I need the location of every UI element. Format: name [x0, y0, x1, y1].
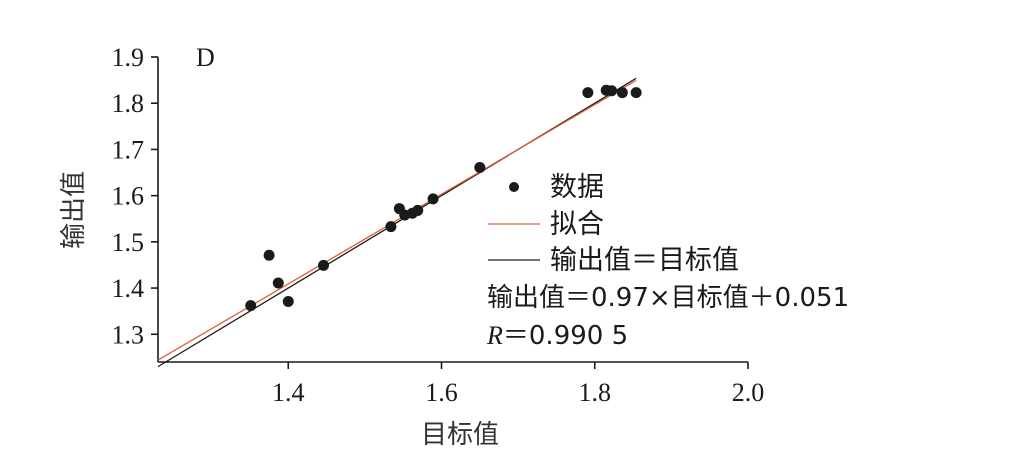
- data-point: [474, 161, 486, 173]
- data-point: [582, 87, 594, 99]
- y-axis-title: 输出值: [59, 171, 89, 249]
- data-points: [245, 84, 642, 312]
- panel-label: D: [196, 43, 215, 72]
- fit-lines: [157, 77, 637, 368]
- x-axis-title: 目标值: [421, 420, 499, 450]
- data-point: [616, 87, 628, 99]
- r-symbol: R: [486, 321, 503, 350]
- fit-line: [157, 79, 637, 361]
- axes: 1.4 1.6 1.8 2.0 1.3 1.4 1.5 1.6 1.7 1.8 1.9: [112, 43, 765, 407]
- y-tick-label: 1.5: [112, 228, 145, 257]
- y-tick-label: 1.8: [112, 89, 145, 118]
- x-tick-label: 1.8: [579, 378, 612, 407]
- data-point: [318, 259, 330, 271]
- y-tick-label: 1.7: [112, 135, 145, 164]
- data-point: [412, 204, 424, 216]
- x-tick-label: 2.0: [732, 378, 765, 407]
- data-point: [282, 295, 294, 307]
- data-point: [263, 249, 275, 261]
- y-tick-label: 1.6: [112, 182, 145, 211]
- data-point: [385, 221, 397, 233]
- legend-label-identity: 输出值＝目标值: [550, 245, 739, 276]
- data-point: [272, 277, 284, 289]
- legend: 数据 拟合 输出值＝目标值: [488, 172, 739, 276]
- r-number: ＝0.990 5: [503, 321, 628, 351]
- legend-marker-data: [509, 182, 519, 192]
- x-tick-label: 1.4: [272, 378, 305, 407]
- x-tick-label: 1.6: [425, 378, 458, 407]
- r-value: R＝0.990 5: [486, 321, 628, 351]
- y-tick-label: 1.9: [112, 43, 145, 72]
- data-point: [630, 87, 642, 99]
- y-tick-label: 1.4: [112, 274, 145, 303]
- data-point: [606, 85, 618, 97]
- legend-label-data: 数据: [550, 172, 604, 203]
- fit-equation: 输出值＝0.97×目标值＋0.051: [487, 283, 849, 313]
- legend-label-fit: 拟合: [550, 209, 604, 240]
- data-point: [427, 193, 439, 205]
- y-tick-label: 1.3: [112, 320, 145, 349]
- data-point: [245, 300, 257, 312]
